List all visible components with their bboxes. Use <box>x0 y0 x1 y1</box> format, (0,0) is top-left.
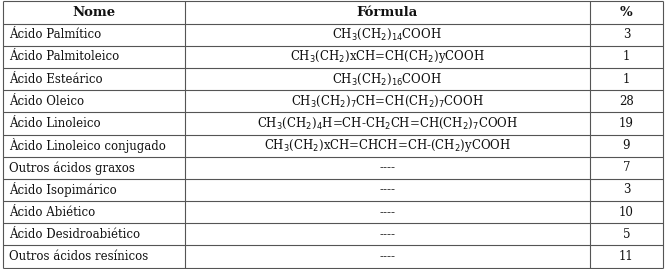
Text: %: % <box>620 6 633 19</box>
Text: Ácido Isopimárico: Ácido Isopimárico <box>9 182 117 197</box>
Text: CH$_3$(CH$_2$)$_4$H=CH-CH$_2$CH=CH(CH$_2$)$_7$COOH: CH$_3$(CH$_2$)$_4$H=CH-CH$_2$CH=CH(CH$_2… <box>257 116 518 131</box>
Text: 3: 3 <box>623 28 630 41</box>
Text: CH$_3$(CH$_2$)$_7$CH=CH(CH$_2$)$_7$COOH: CH$_3$(CH$_2$)$_7$CH=CH(CH$_2$)$_7$COOH <box>291 94 484 109</box>
Text: Ácido Oleico: Ácido Oleico <box>9 95 84 108</box>
Text: Ácido Linoleico: Ácido Linoleico <box>9 117 101 130</box>
Text: 5: 5 <box>623 228 630 241</box>
Text: Àcido Linoleico conjugado: Àcido Linoleico conjugado <box>9 138 166 153</box>
Text: Ácido Palmitoleico: Ácido Palmitoleico <box>9 50 119 63</box>
Text: 10: 10 <box>619 206 634 219</box>
Text: Outros ácidos graxos: Outros ácidos graxos <box>9 161 135 175</box>
Text: 11: 11 <box>619 250 634 263</box>
Text: CH$_3$(CH$_2$)xCH=CH(CH$_2$)yCOOH: CH$_3$(CH$_2$)xCH=CH(CH$_2$)yCOOH <box>290 48 485 65</box>
Text: Ácido Palmítico: Ácido Palmítico <box>9 28 101 41</box>
Text: CH$_3$(CH$_2$)$_{16}$COOH: CH$_3$(CH$_2$)$_{16}$COOH <box>332 71 442 87</box>
Text: CH$_3$(CH$_2$)xCH=CHCH=CH-(CH$_2$)yCOOH: CH$_3$(CH$_2$)xCH=CHCH=CH-(CH$_2$)yCOOH <box>264 137 511 154</box>
Text: 28: 28 <box>619 95 634 108</box>
Text: 3: 3 <box>623 183 630 196</box>
Text: ----: ---- <box>380 183 396 196</box>
Text: ----: ---- <box>380 250 396 263</box>
Text: 1: 1 <box>623 73 630 86</box>
Text: ----: ---- <box>380 228 396 241</box>
Text: Ácido Abiético: Ácido Abiético <box>9 206 95 219</box>
Text: Ácido Desidroabiético: Ácido Desidroabiético <box>9 228 140 241</box>
Text: Nome: Nome <box>73 6 116 19</box>
Text: 9: 9 <box>623 139 630 152</box>
Text: 1: 1 <box>623 50 630 63</box>
Text: Ácido Esteárico: Ácido Esteárico <box>9 73 103 86</box>
Text: ----: ---- <box>380 161 396 174</box>
Text: Fórmula: Fórmula <box>357 6 418 19</box>
Text: 19: 19 <box>619 117 634 130</box>
Text: 7: 7 <box>623 161 630 174</box>
Text: CH$_3$(CH$_2$)$_{14}$COOH: CH$_3$(CH$_2$)$_{14}$COOH <box>332 27 442 42</box>
Text: Outros ácidos resínicos: Outros ácidos resínicos <box>9 250 148 263</box>
Text: ----: ---- <box>380 206 396 219</box>
